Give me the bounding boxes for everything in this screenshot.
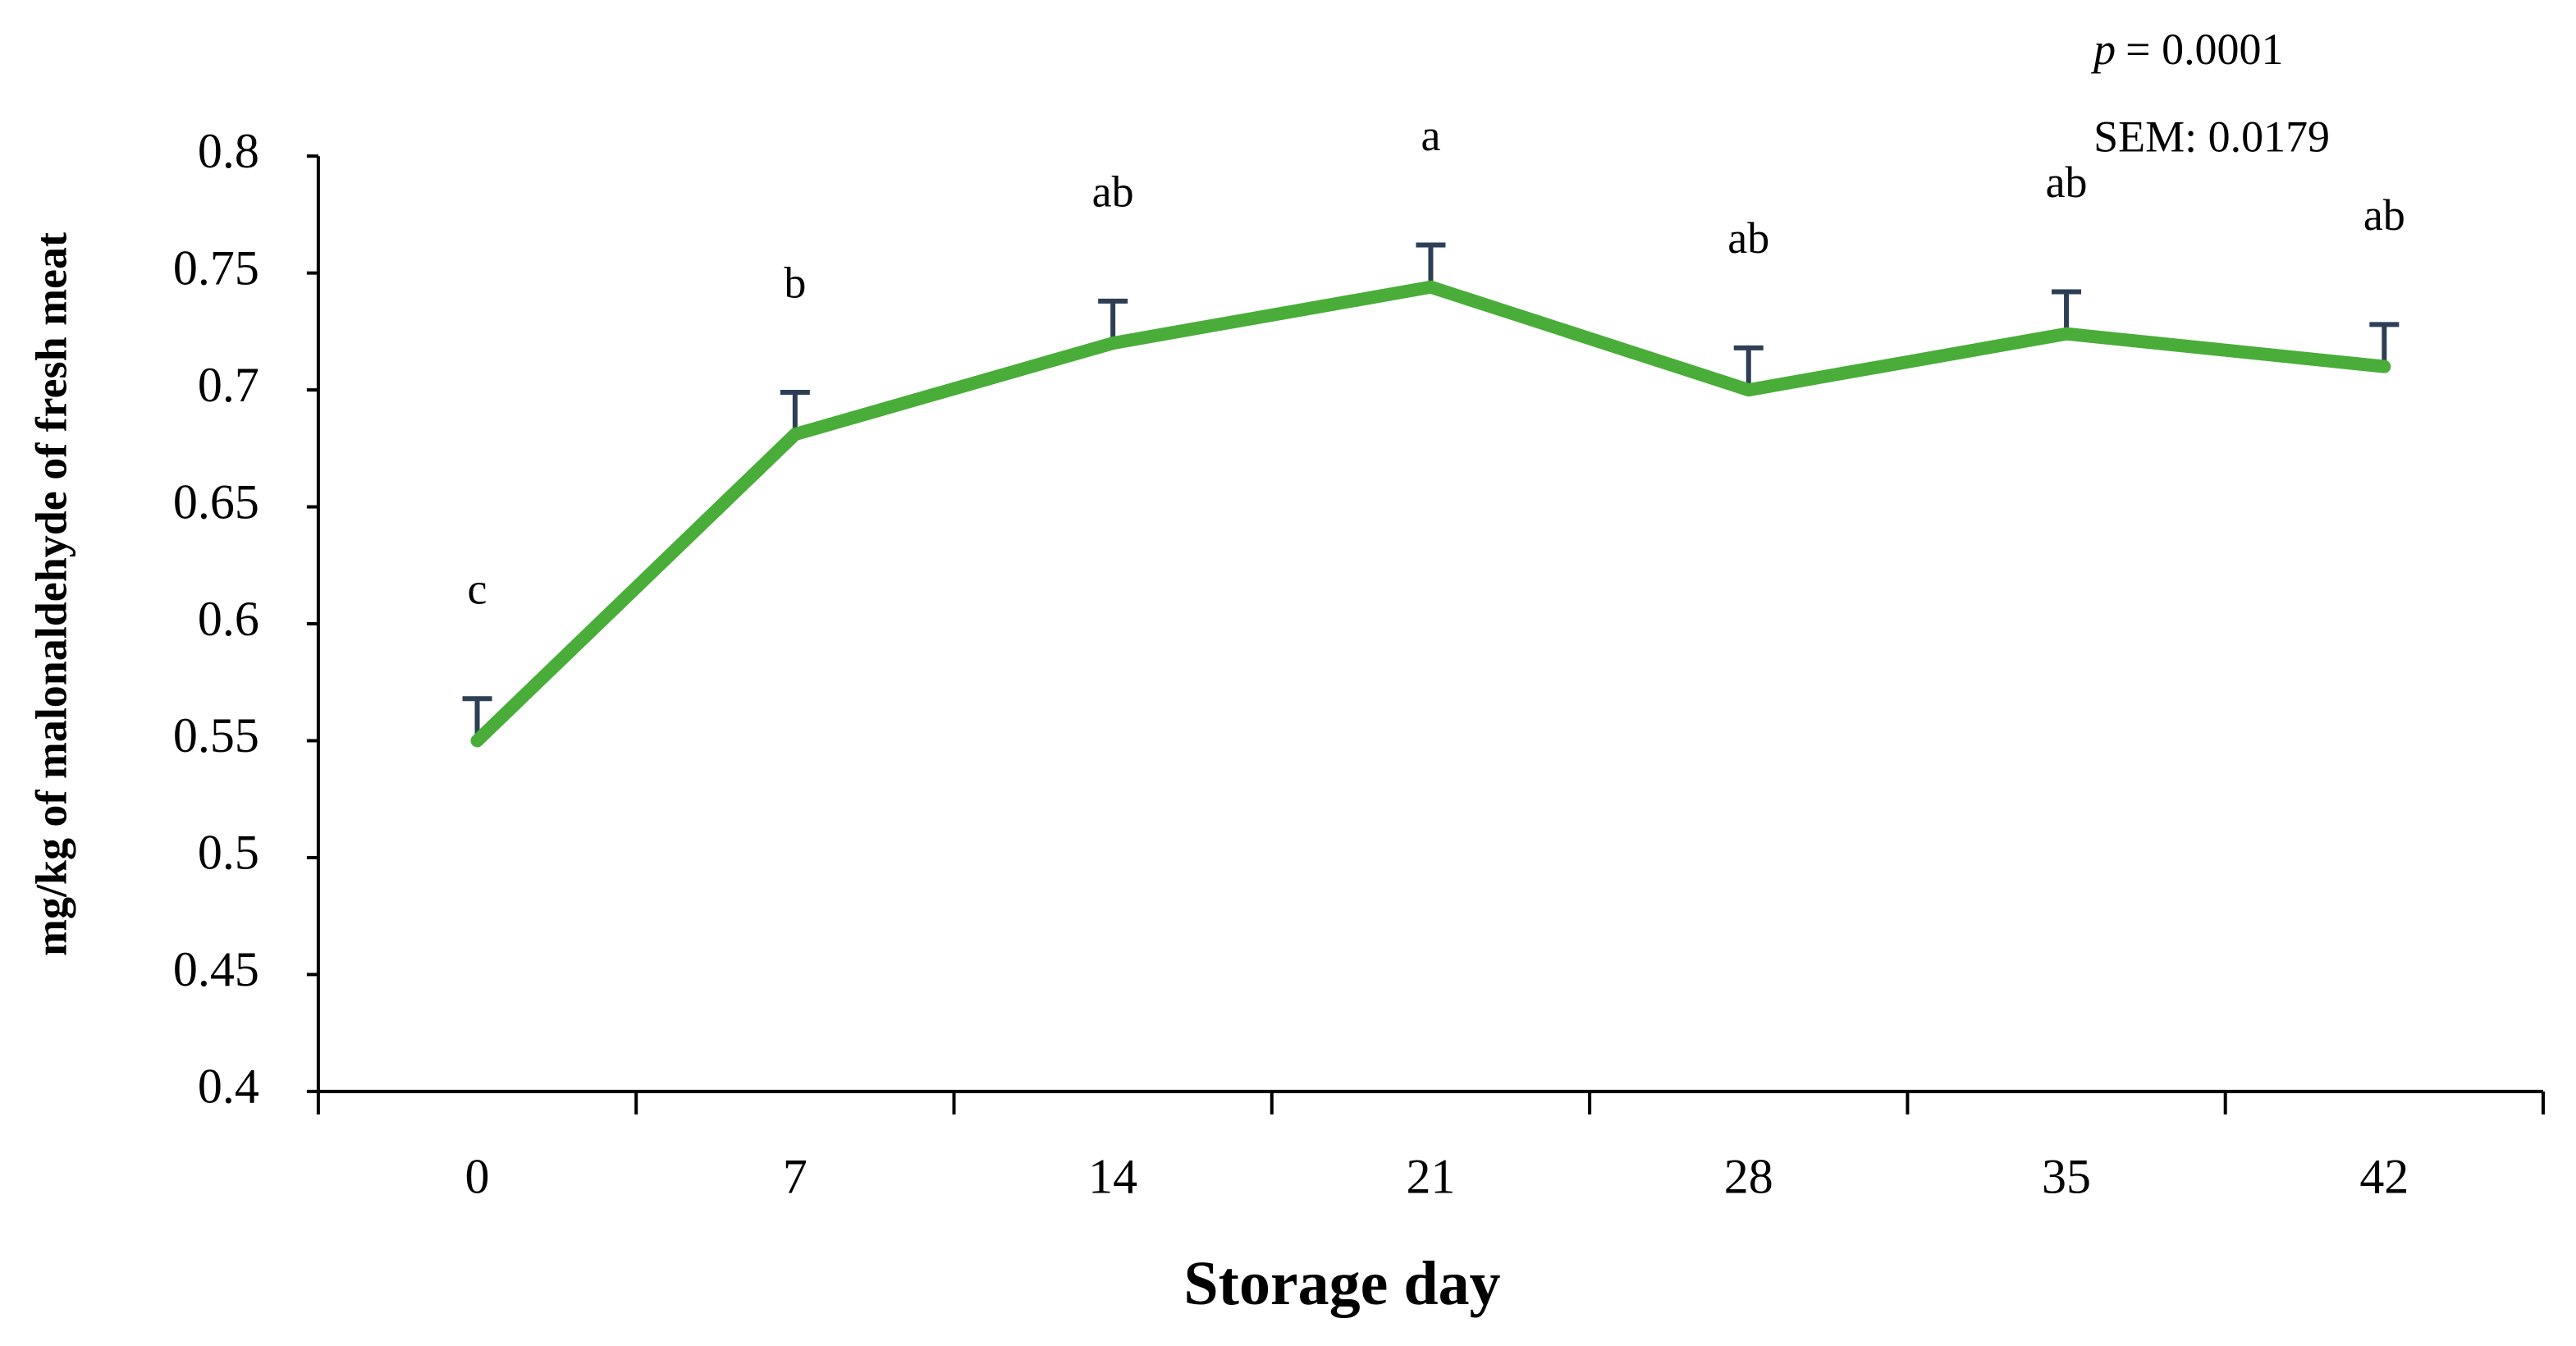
annotation-text: = 0.0001 — [2125, 25, 2283, 75]
y-axis-title: mg/kg of malonaldehyde of fresh meat — [26, 232, 75, 956]
y-tick-label: 0.75 — [173, 240, 259, 295]
data-line — [470, 280, 2391, 748]
annotation-symbol: p — [2090, 25, 2116, 75]
x-tick-label: 28 — [1724, 1150, 1773, 1204]
x-tick-label: 35 — [2042, 1150, 2091, 1204]
y-tick-label: 0.7 — [198, 358, 259, 412]
x-tick-label: 42 — [2359, 1150, 2409, 1204]
x-tick-label: 14 — [1088, 1150, 1137, 1204]
significance-label: ab — [2363, 190, 2405, 240]
y-tick-label: 0.8 — [198, 124, 259, 178]
annotation: SEM: 0.0179 — [2093, 112, 2330, 162]
y-tick-label: 0.65 — [173, 474, 259, 529]
significance-label: ab — [2046, 158, 2088, 207]
annotation: p = 0.0001 — [2090, 25, 2283, 75]
significance-label: c — [468, 565, 487, 614]
y-tick-label: 0.55 — [173, 708, 259, 762]
significance-label: ab — [1727, 213, 1769, 263]
x-tick-label: 7 — [783, 1150, 808, 1204]
y-tick-label: 0.5 — [198, 826, 259, 880]
x-tick-label: 0 — [465, 1150, 490, 1204]
y-tick-label: 0.45 — [173, 942, 259, 996]
significance-label: b — [784, 258, 806, 307]
x-axis-title: Storage day — [1183, 1249, 1500, 1318]
y-tick-label: 0.4 — [198, 1060, 259, 1114]
x-tick-label: 21 — [1406, 1150, 1455, 1204]
significance-label: a — [1421, 111, 1440, 160]
y-tick-label: 0.6 — [198, 592, 259, 646]
significance-label: ab — [1092, 167, 1134, 216]
